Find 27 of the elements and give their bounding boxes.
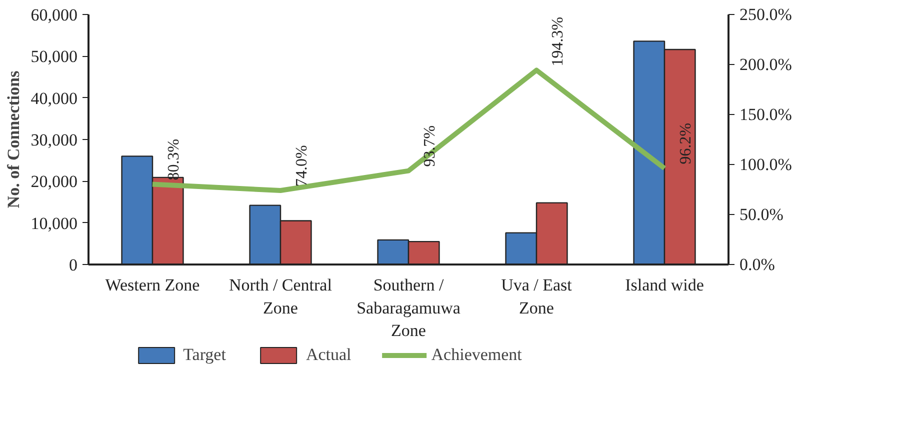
y-tick-label: 10,000 [30, 214, 78, 233]
data-label: 93.7% [421, 125, 438, 167]
x-tick-label: North / Central Zone [229, 276, 332, 318]
legend-label: Achievement [431, 345, 522, 365]
legend-label: Target [183, 345, 226, 365]
y2-tick-label: 150.0% [740, 105, 792, 124]
y2-tick-label: 100.0% [740, 155, 792, 174]
x-tick-label: Island wide [625, 276, 704, 294]
legend-label: Actual [306, 345, 352, 365]
y-tick-label: 0 [69, 256, 78, 274]
y2-tick-label: 250.0% [740, 5, 792, 24]
y-tick-label: 50,000 [30, 47, 78, 66]
data-label: 96.2% [677, 122, 694, 164]
y-tick-label: 20,000 [30, 172, 78, 192]
y2-tick-label: 50.0% [740, 205, 784, 224]
x-tick-label: Western Zone [105, 276, 200, 294]
y-axis-title: No. of Connections [4, 70, 23, 208]
y2-tick-label: 0.0% [740, 255, 775, 274]
y2-tick-label: 200.0% [740, 55, 792, 74]
y-tick-label: 60,000 [30, 6, 78, 24]
data-label: 194.3% [549, 16, 566, 66]
y-tick-label: 30,000 [30, 130, 78, 150]
x-tick-label: Uva / East Zone [501, 276, 572, 318]
x-tick-label: Southern / Sabaragamuwa Zone [356, 276, 461, 340]
data-label: 80.3% [165, 138, 182, 180]
y-tick-label: 40,000 [30, 88, 78, 108]
data-label: 74.0% [293, 145, 310, 186]
